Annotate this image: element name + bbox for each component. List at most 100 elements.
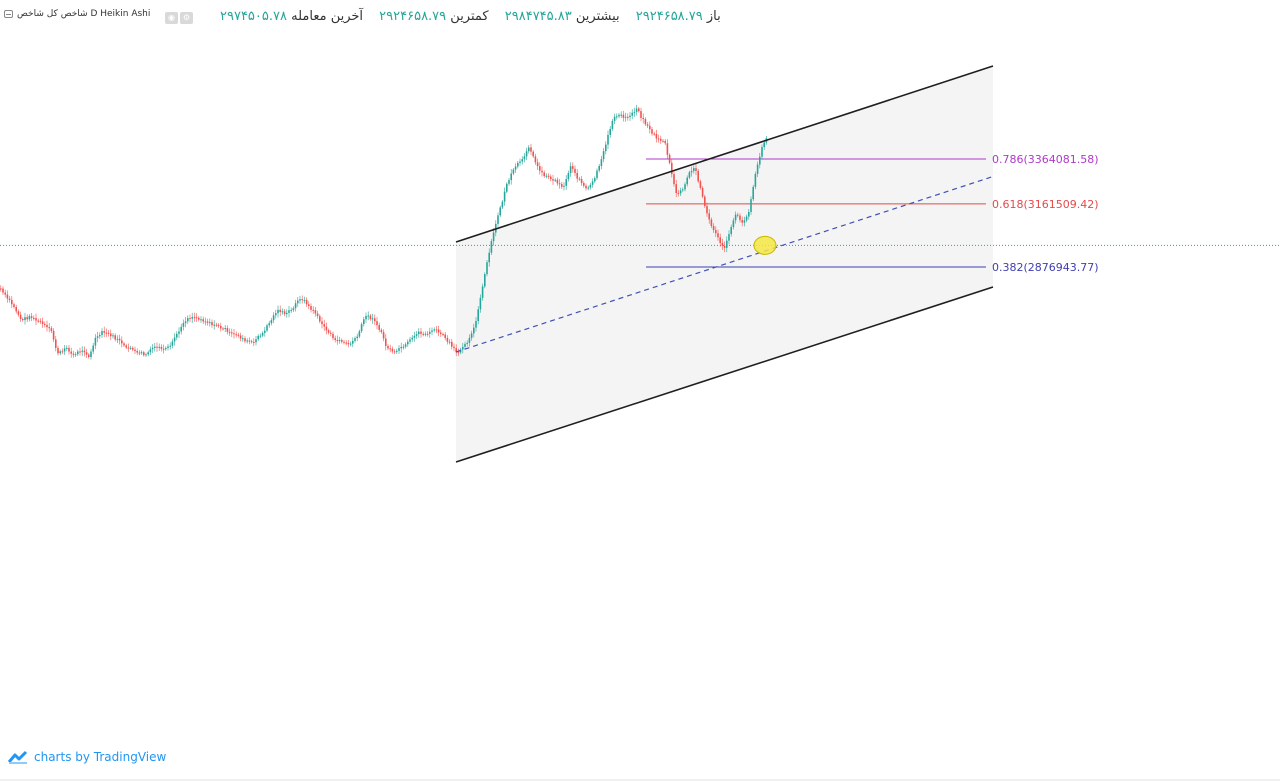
- candle-body: [222, 328, 224, 330]
- candle-body: [17, 311, 20, 315]
- candle-body: [312, 309, 314, 311]
- candle-body: [2, 288, 4, 293]
- candle-body: [761, 147, 763, 157]
- candle-body: [605, 144, 607, 152]
- candle-body: [578, 178, 581, 180]
- candle-body: [15, 306, 17, 312]
- candle-body: [59, 351, 61, 354]
- candle-body: [616, 116, 618, 118]
- series-title: شاخص کل شاخص D Heikin Ashi: [17, 9, 151, 19]
- candle-body: [455, 348, 457, 353]
- candle-body: [85, 352, 88, 355]
- candle-body: [189, 318, 191, 320]
- visibility-eye-icon[interactable]: ◉: [165, 12, 178, 24]
- channel-lower-line[interactable]: [455, 286, 994, 463]
- candle-body: [173, 337, 176, 342]
- candle-body: [402, 346, 405, 348]
- candle-body: [30, 316, 33, 318]
- candle-body: [147, 352, 149, 355]
- candle-body: [158, 346, 160, 348]
- candle-body: [404, 344, 407, 347]
- candle-body: [345, 342, 347, 344]
- candle-body: [389, 348, 391, 350]
- candle-body: [741, 220, 743, 223]
- candle-body: [233, 333, 235, 335]
- candle-body: [81, 350, 83, 352]
- candle-body: [11, 299, 13, 305]
- channel-median-line[interactable]: [455, 175, 994, 353]
- candle-body: [367, 315, 369, 317]
- tradingview-watermark[interactable]: charts by TradingView: [8, 750, 166, 764]
- candle-body: [539, 166, 541, 171]
- candle-body: [206, 321, 209, 323]
- candle-body: [717, 233, 719, 238]
- candle-body: [598, 165, 600, 171]
- candle-body: [4, 292, 6, 295]
- candle-body: [70, 351, 72, 354]
- candle-body: [253, 341, 255, 343]
- candle-body: [679, 190, 682, 194]
- candle-body: [33, 317, 35, 319]
- candle-body: [228, 331, 231, 333]
- candle-body: [13, 304, 15, 307]
- candle-body: [545, 175, 548, 177]
- candle-body: [371, 318, 374, 320]
- candle-body: [398, 348, 400, 351]
- candle-body: [107, 332, 110, 334]
- candle-body: [541, 170, 543, 173]
- candle-body: [464, 343, 466, 347]
- candle-body: [629, 115, 631, 118]
- candle-body: [523, 156, 526, 160]
- channel-upper-line[interactable]: [455, 65, 994, 243]
- candle-body: [721, 243, 724, 246]
- candle-body: [22, 318, 24, 321]
- candle-body: [149, 349, 152, 353]
- candle-body: [156, 346, 158, 348]
- candle-body: [88, 354, 90, 358]
- candle-body: [567, 173, 570, 180]
- candle-body: [387, 346, 389, 349]
- candle-body: [651, 129, 653, 134]
- candle-body: [596, 170, 598, 179]
- candle-body: [391, 348, 394, 352]
- highlight-marker[interactable]: [753, 235, 777, 255]
- candle-body: [123, 343, 125, 346]
- candle-body: [57, 347, 59, 354]
- fib-label-2: 0.382(2876943.77): [992, 261, 1099, 274]
- candle-body: [145, 354, 147, 356]
- candle-body: [257, 335, 259, 340]
- candle-body: [631, 112, 633, 116]
- candle-body: [52, 330, 55, 340]
- candle-body: [26, 317, 28, 320]
- candle-body: [114, 335, 116, 340]
- candle-body: [237, 334, 240, 336]
- candle-body: [646, 124, 649, 126]
- candle-body: [660, 138, 662, 141]
- candle-body: [413, 335, 416, 338]
- candle-body: [418, 331, 420, 335]
- candle-body: [409, 339, 411, 342]
- candle-body: [63, 348, 66, 352]
- candle-body: [763, 142, 765, 148]
- candle-body: [143, 352, 145, 356]
- candle-body: [299, 299, 301, 301]
- candle-body: [556, 179, 559, 184]
- candle-body: [442, 334, 444, 336]
- candle-body: [512, 169, 515, 174]
- candle-body: [624, 116, 627, 118]
- candle-body: [151, 347, 154, 350]
- settings-gear-icon[interactable]: ⚙: [180, 12, 193, 24]
- candle-body: [264, 330, 266, 333]
- candle-body: [235, 334, 237, 336]
- candle-body: [748, 212, 750, 217]
- candle-body: [382, 332, 385, 339]
- candle-body: [61, 351, 64, 353]
- candle-body: [585, 185, 587, 189]
- candle-body: [303, 299, 306, 301]
- ohlc-open: باز ۲۹۲۴۶۵۸.۷۹: [635, 9, 721, 24]
- candle-body: [728, 234, 730, 241]
- candle-body: [224, 328, 226, 330]
- collapse-legend-icon[interactable]: [4, 10, 13, 18]
- candle-body: [211, 322, 213, 326]
